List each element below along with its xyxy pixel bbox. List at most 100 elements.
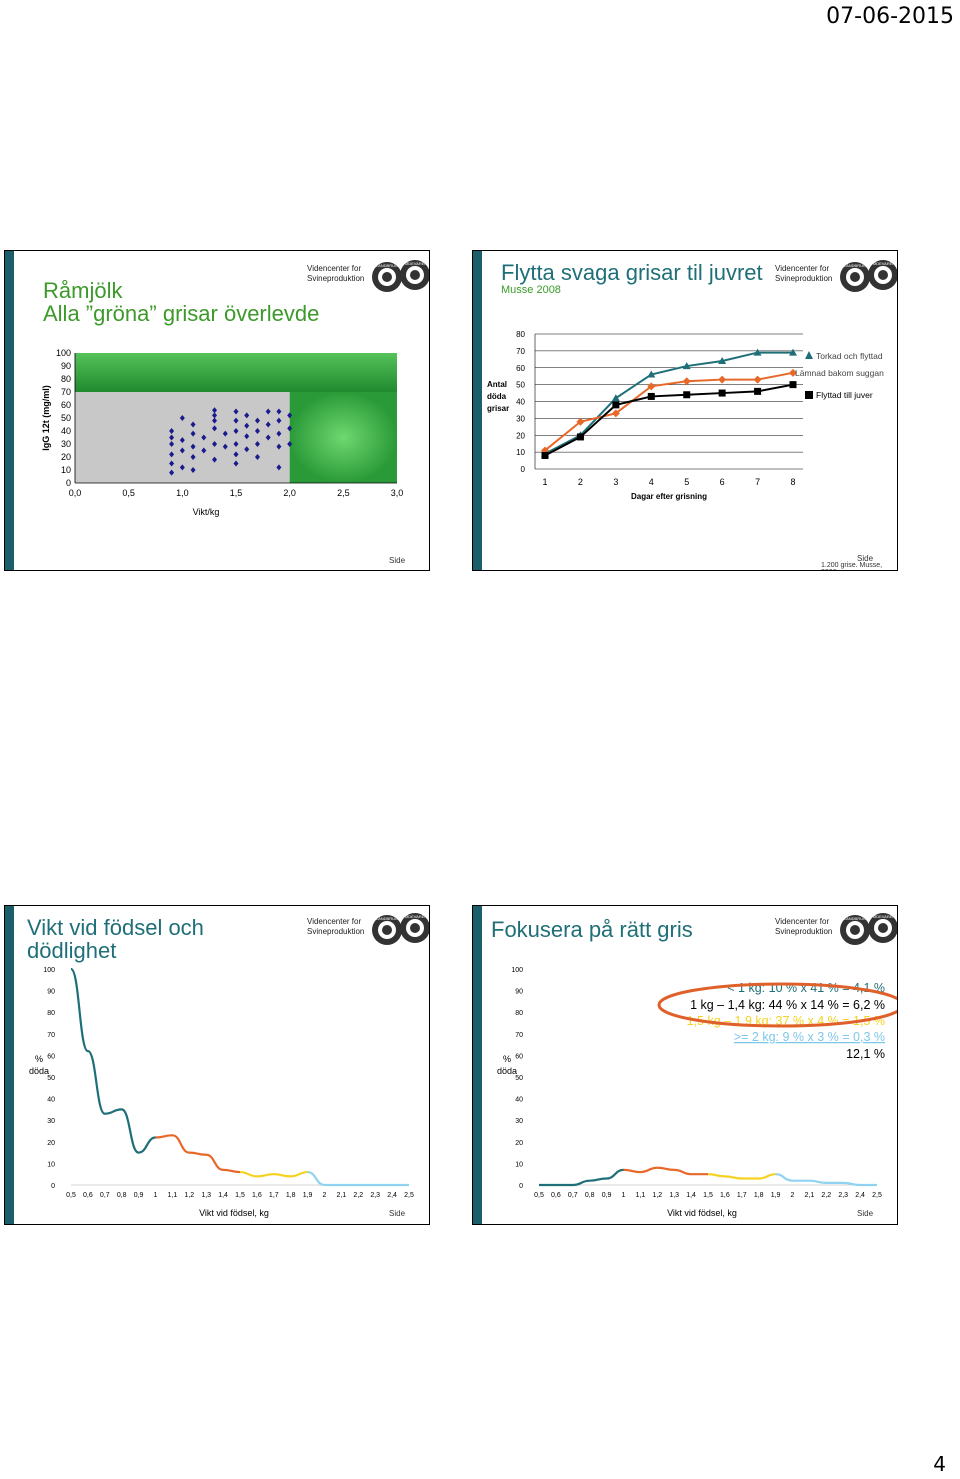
y-tick-label: 0 bbox=[51, 1183, 55, 1190]
series-line bbox=[544, 383, 794, 457]
slide-flytta: Flytta svaga grisar til juvret Musse 200… bbox=[472, 250, 898, 571]
data-point bbox=[287, 441, 293, 447]
y-tick-label: 70 bbox=[515, 1032, 523, 1039]
slide-accent-band bbox=[473, 251, 482, 570]
y-tick-label: 100 bbox=[56, 348, 71, 358]
logo-ring-core bbox=[382, 925, 392, 935]
marker-square bbox=[541, 452, 549, 459]
data-point bbox=[287, 425, 293, 432]
logo-ring-core bbox=[850, 272, 860, 282]
x-tick-label: 1,9 bbox=[771, 1192, 781, 1199]
x-tick-label: 2 bbox=[791, 1192, 795, 1199]
y-tick-label: 40 bbox=[61, 426, 71, 436]
y-axis-title: döda bbox=[29, 1066, 49, 1076]
y-tick-label: 20 bbox=[516, 431, 525, 440]
series-line bbox=[539, 1168, 624, 1187]
slide-accent-band bbox=[5, 251, 14, 570]
y-tick-label: 50 bbox=[47, 1075, 55, 1082]
y-tick-label: 20 bbox=[515, 1140, 523, 1147]
data-point bbox=[212, 412, 218, 419]
series-line bbox=[239, 1170, 308, 1178]
x-tick-label: 0,7 bbox=[568, 1192, 578, 1199]
logo-ring-core bbox=[878, 270, 888, 280]
logo-rings-icon: LANDBRUG FØDEVARER bbox=[840, 913, 897, 945]
x-tick-label: 1 bbox=[154, 1192, 158, 1199]
x-tick-label: 2 bbox=[578, 477, 583, 487]
data-point bbox=[190, 443, 196, 450]
slide-footer: Side bbox=[857, 1209, 874, 1218]
slide-ramjolk: Råmjölk Alla ”gröna” grisar överlevde Vi… bbox=[4, 250, 430, 571]
data-point bbox=[190, 454, 196, 460]
region-green-right bbox=[289, 392, 397, 483]
marker-triangle bbox=[753, 348, 762, 356]
data-point bbox=[169, 441, 175, 447]
x-tick-label: 1,5 bbox=[235, 1192, 245, 1199]
data-point bbox=[276, 408, 282, 415]
y-tick-label: 20 bbox=[61, 452, 71, 462]
legend-label: Torkad och flyttad bbox=[816, 351, 883, 361]
data-point bbox=[190, 430, 196, 437]
marker-square bbox=[612, 401, 620, 409]
data-point bbox=[254, 417, 260, 424]
data-point bbox=[265, 421, 271, 428]
mortality-days-chart: 0 10 20 30 40 50 60 70 80 1 2 3 4 5 6 7 8 Dagar efter gri… bbox=[487, 330, 884, 501]
x-tick-label: 1,7 bbox=[737, 1192, 747, 1199]
data-point bbox=[190, 467, 196, 473]
igg-scatter-chart: 0 10 20 30 40 50 60 70 80 90 100 0,0 0,5 1,0 1,5 2,0 2,5… bbox=[41, 348, 403, 517]
data-point bbox=[244, 422, 250, 429]
marker-diamond bbox=[718, 375, 727, 384]
logo-text: Videncenter for Svineproduktion bbox=[775, 917, 845, 937]
data-point bbox=[265, 408, 271, 415]
data-point bbox=[179, 464, 185, 471]
data-point bbox=[222, 443, 228, 450]
y-tick-label: 100 bbox=[511, 967, 523, 974]
y-tick-label: 10 bbox=[61, 465, 71, 475]
data-point bbox=[179, 447, 185, 454]
data-point bbox=[254, 428, 260, 434]
y-tick-label: 0 bbox=[521, 465, 526, 474]
data-point bbox=[276, 443, 282, 450]
marker-triangle bbox=[611, 394, 620, 402]
y-tick-label: 10 bbox=[47, 1161, 55, 1168]
data-point bbox=[244, 412, 250, 419]
x-tick-label: 3 bbox=[613, 477, 618, 487]
logo-ring-label: FØDEVARER bbox=[871, 914, 896, 919]
slide-footer: Side bbox=[389, 1209, 406, 1218]
x-tick-label: 0,8 bbox=[585, 1192, 595, 1199]
data-point bbox=[233, 428, 239, 434]
x-tick-label: 1,5 bbox=[230, 488, 243, 498]
y-tick-label: 90 bbox=[515, 989, 523, 996]
data-point bbox=[244, 433, 250, 440]
logo-ring-label: FØDEVARER bbox=[403, 261, 428, 266]
x-tick-label: 2,4 bbox=[387, 1192, 397, 1199]
slide-title: Råmjölk Alla ”gröna” grisar överlevde bbox=[43, 279, 319, 325]
data-point bbox=[169, 428, 175, 434]
data-point bbox=[276, 464, 282, 471]
series-line bbox=[775, 1173, 877, 1187]
logo-ring-label: LANDBRUG bbox=[376, 263, 398, 268]
logo-ring-core bbox=[382, 272, 392, 282]
y-axis-title: % bbox=[35, 1054, 43, 1064]
x-tick-label: 2,5 bbox=[404, 1192, 414, 1199]
data-point bbox=[276, 430, 282, 437]
y-tick-label: 100 bbox=[43, 967, 55, 974]
logo-rings-icon: LANDBRUG FØDEVARER bbox=[372, 260, 429, 292]
annotation-5: 12,1 % bbox=[846, 1047, 885, 1061]
x-tick-label: 1 bbox=[622, 1192, 626, 1199]
annotation-4: >= 2 kg: 9 % x 3 % = 0,3 % bbox=[734, 1030, 885, 1044]
logo-line-1: Videncenter for bbox=[775, 264, 830, 273]
x-tick-label: 2,2 bbox=[353, 1192, 363, 1199]
x-axis-title: Vikt vid födsel, kg bbox=[667, 1208, 737, 1218]
y-tick-label: 90 bbox=[47, 989, 55, 996]
data-point bbox=[244, 446, 250, 453]
data-point bbox=[233, 441, 239, 447]
slide-vikt: Vikt vid födsel och dödlighet Videncente… bbox=[4, 905, 430, 1225]
slide-source: 1.200 grise. Musse, 2006 bbox=[821, 562, 883, 570]
y-tick-label: 80 bbox=[516, 330, 525, 339]
data-point bbox=[233, 417, 239, 424]
marker-diamond bbox=[753, 375, 762, 384]
logo-line-1: Videncenter for bbox=[307, 264, 362, 273]
y-tick-label: 60 bbox=[47, 1053, 55, 1060]
x-tick-label: 0,9 bbox=[134, 1192, 144, 1199]
x-tick-label: 1,8 bbox=[754, 1192, 764, 1199]
